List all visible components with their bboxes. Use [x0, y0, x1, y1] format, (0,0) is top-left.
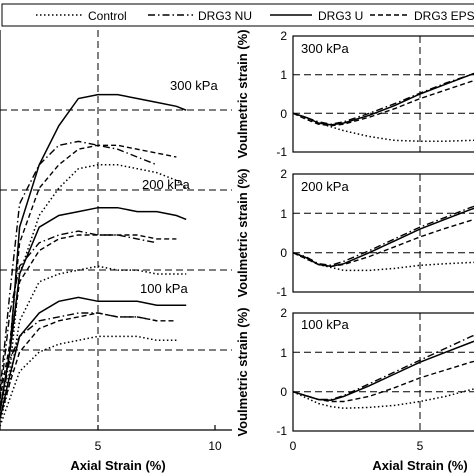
left-300-kpa-drg3-u-line	[0, 93, 187, 411]
left-200-kpa-control-line	[0, 265, 187, 423]
left-axes-frame	[0, 30, 232, 431]
panel-200-ylabel-text: Voulmetric strain (%)	[235, 168, 250, 297]
panel-100-drg3-nu-line	[292, 334, 474, 401]
left-xtick-label-10: 10	[208, 439, 222, 453]
legend: Control DRG3 NU DRG3 U DRG3 EPS	[1, 3, 474, 27]
legend-label-u: DRG3 U	[318, 9, 363, 23]
legend-item-eps: DRG3 EPS	[370, 9, 474, 23]
panel-100-xtick-0: 0	[290, 439, 297, 453]
left-series-group	[0, 93, 187, 427]
panel-300-ylabel: Voulmetric strain (%)	[235, 29, 250, 158]
legend-label-eps: DRG3 EPS	[414, 9, 474, 23]
panel-300-ytick-2: 2	[280, 29, 287, 43]
panel-300-ytick-1: 1	[280, 68, 287, 82]
left-100-kpa-drg3-eps-line	[0, 312, 177, 419]
panel-200-frame	[292, 173, 474, 293]
annotation-300kpa: 300 kPa	[170, 78, 218, 93]
right-panel-300: 2 1 0 -1 300 kPa Voulmetric strain (%)	[235, 29, 474, 159]
left-xlabel: Axial Strain (%)	[70, 458, 165, 473]
panel-100-control-line	[292, 388, 474, 409]
panel-100-drg3-u-line	[292, 340, 474, 402]
panel-200-ytick-0: 0	[280, 246, 287, 260]
left-panel: 5 10 Axial Strain (%) 300 kPa 200 kPa 10…	[0, 30, 232, 473]
panel-100-series-group	[292, 334, 474, 409]
panel-200-ytick-m1: -1	[276, 285, 287, 299]
left-100-kpa-drg3-u-line	[0, 296, 187, 419]
panel-300-series-group	[292, 72, 474, 142]
panel-100-ylabel: Voulmetric strain (%)	[235, 307, 250, 436]
legend-item-control: Control	[36, 9, 127, 23]
panel-100-title: 100 kPa	[301, 317, 349, 332]
left-xtick-label-5: 5	[95, 439, 102, 453]
panel-200-ylabel: Voulmetric strain (%)	[235, 168, 250, 297]
panel-100-frame	[292, 312, 474, 432]
panel-200-drg3-nu-line	[292, 205, 474, 267]
panel-200-ytick-2: 2	[280, 167, 287, 181]
panel-100-xlabel: Axial Strain (%)	[372, 458, 467, 473]
panel-100-ylabel-text: Voulmetric strain (%)	[235, 307, 250, 436]
left-200-kpa-drg3-nu-line	[0, 230, 157, 399]
right-panel-100: 2 1 0 -1 100 kPa Voulmetric strain (%) 0…	[235, 306, 474, 473]
panel-300-drg3-nu-line	[292, 72, 474, 125]
panel-300-control-line	[292, 112, 474, 142]
annotation-200kpa: 200 kPa	[142, 177, 190, 192]
left-100-kpa-control-line	[0, 335, 177, 427]
panel-300-title: 300 kPa	[301, 41, 349, 56]
panel-200-title: 200 kPa	[301, 179, 349, 194]
legend-item-nu: DRG3 NU	[148, 9, 252, 23]
left-200-kpa-drg3-eps-line	[0, 234, 177, 411]
panel-300-frame	[292, 35, 474, 153]
panel-100-ytick-m1: -1	[276, 424, 287, 438]
left-300-kpa-drg3-nu-line	[0, 140, 158, 392]
legend-box	[1, 3, 474, 27]
panel-200-ytick-1: 1	[280, 207, 287, 221]
legend-item-u: DRG3 U	[270, 9, 363, 23]
panel-100-xtick-5: 5	[417, 439, 424, 453]
left-300-kpa-control-line	[0, 164, 187, 411]
left-300-kpa-drg3-eps-line	[0, 144, 177, 399]
panel-300-ytick-m1: -1	[276, 145, 287, 159]
panel-200-control-line	[292, 252, 474, 272]
panel-300-ylabel-text: Voulmetric strain (%)	[235, 29, 250, 158]
left-100-kpa-drg3-nu-line	[0, 312, 157, 411]
panel-100-drg3-eps-line	[292, 360, 474, 403]
right-panel-200: 2 1 0 -1 200 kPa Voulmetric strain (%)	[235, 167, 474, 299]
panel-300-ytick-0: 0	[280, 107, 287, 121]
panel-100-ytick-1: 1	[280, 346, 287, 360]
legend-label-control: Control	[88, 9, 127, 23]
panel-300-drg3-eps-line	[292, 80, 474, 127]
annotation-100kpa: 100 kPa	[140, 281, 188, 296]
panel-200-series-group	[292, 205, 474, 272]
panel-100-ytick-0: 0	[280, 385, 287, 399]
legend-label-nu: DRG3 NU	[198, 9, 252, 23]
panel-200-drg3-eps-line	[292, 218, 474, 268]
panel-100-ytick-2: 2	[280, 306, 287, 320]
left-200-kpa-drg3-u-line	[0, 206, 187, 411]
